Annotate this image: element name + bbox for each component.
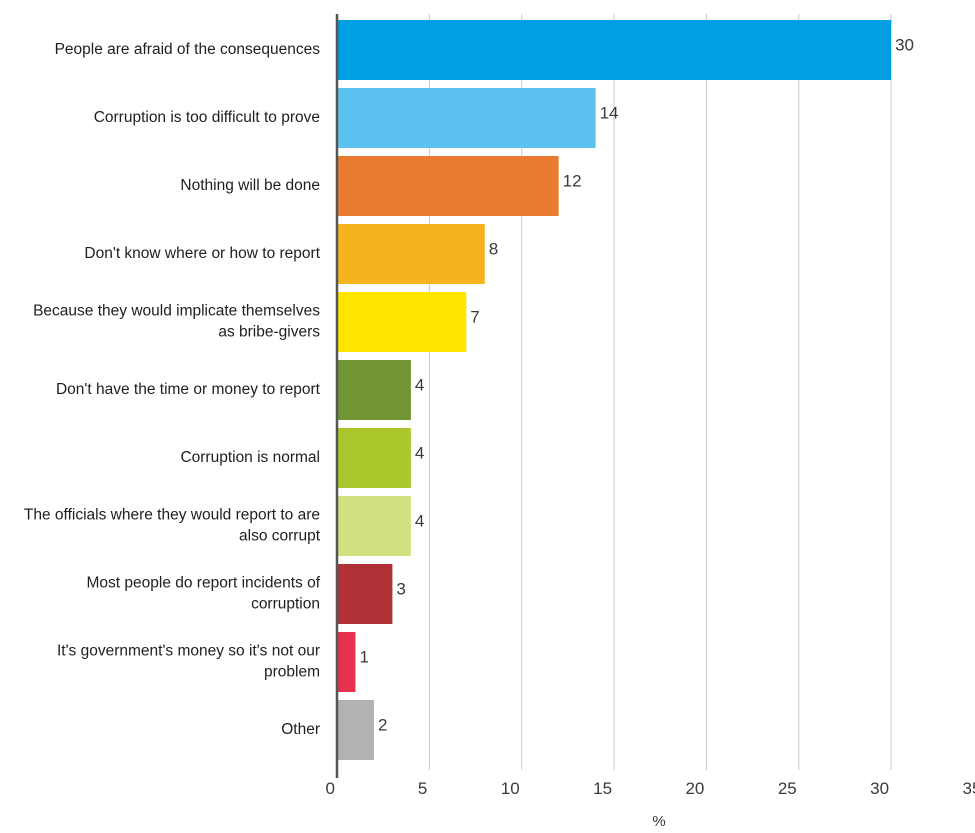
category-label: Don't have the time or money to report [56, 381, 321, 398]
x-tick-label: 15 [593, 779, 612, 798]
category-label: People are afraid of the consequences [55, 41, 321, 58]
bar-value-label: 8 [489, 239, 498, 258]
bar [338, 700, 374, 760]
bar [338, 360, 411, 420]
bar [338, 20, 892, 80]
x-tick-labels: 0 5 10 15 20 25 30 35 [326, 779, 975, 798]
bar-value-label: 4 [415, 511, 424, 530]
category-label: Don't know where or how to report [84, 245, 320, 262]
x-tick-label: 0 [326, 779, 335, 798]
category-label: It's government's money so it's not our p… [57, 643, 320, 681]
bar-value-label: 1 [359, 647, 368, 666]
bar [338, 496, 411, 556]
x-tick-label: 25 [778, 779, 797, 798]
category-label: The officials where they would report to… [24, 507, 321, 545]
x-axis-title: % [652, 813, 665, 830]
category-label: Most people do report incidents of corrup… [87, 575, 321, 613]
bar [338, 224, 485, 284]
category-label: Nothing will be done [180, 177, 320, 194]
category-label: Other [281, 721, 320, 738]
bar-value-label: 14 [600, 103, 619, 122]
bar [338, 564, 393, 624]
bar [338, 88, 596, 148]
category-label: Corruption is normal [180, 449, 320, 466]
bar-value-label: 30 [895, 35, 914, 54]
x-tick-label: 5 [418, 779, 427, 798]
bar-value-label: 7 [470, 307, 479, 326]
bar [338, 632, 356, 692]
x-tick-label: 10 [501, 779, 520, 798]
category-label: Corruption is too difficult to prove [94, 109, 320, 126]
bar-value-label: 12 [563, 171, 582, 190]
bar [338, 156, 559, 216]
bar-value-label: 2 [378, 715, 387, 734]
category-label: Because they would implicate themselves a… [33, 303, 320, 341]
bar-value-label: 3 [396, 579, 405, 598]
x-tick-label: 20 [685, 779, 704, 798]
bars [338, 20, 892, 760]
bar [338, 292, 467, 352]
bar-value-label: 4 [415, 375, 424, 394]
x-tick-label: 30 [870, 779, 889, 798]
bar [338, 428, 411, 488]
category-labels: People are afraid of the consequences Cor… [24, 41, 321, 738]
bar-value-label: 4 [415, 443, 424, 462]
x-tick-label: 35 [963, 779, 975, 798]
